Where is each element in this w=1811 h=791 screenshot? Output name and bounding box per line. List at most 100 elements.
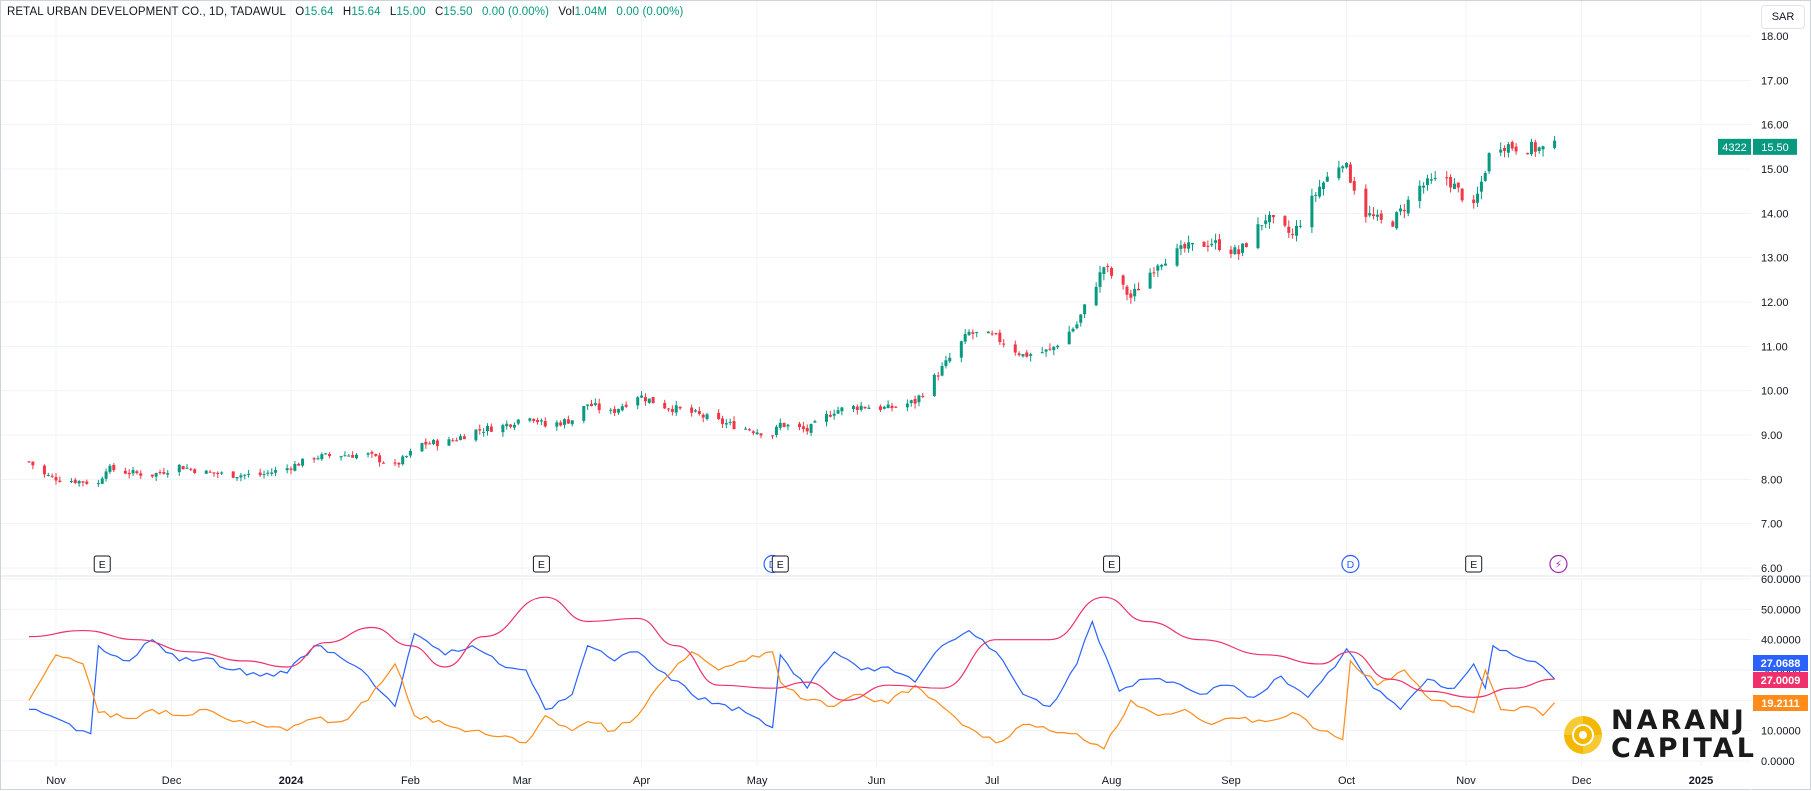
candle-body: [489, 426, 493, 432]
candle-body: [1368, 213, 1372, 216]
candle-body: [293, 463, 297, 471]
dividend-icon[interactable]: D: [1341, 554, 1360, 574]
candle-body: [405, 456, 409, 458]
candle-body: [512, 424, 516, 428]
candle-body: [1025, 352, 1029, 357]
candle-body: [289, 468, 293, 470]
time-tick-label: Sep: [1221, 775, 1241, 787]
candle-body: [1133, 288, 1137, 297]
candle-body: [905, 403, 909, 408]
countdown-tag-label: 4322: [1722, 142, 1746, 154]
candle-body: [728, 421, 732, 423]
candle-body: [1229, 249, 1233, 255]
candle-body: [181, 466, 185, 470]
dividend-marker-circle: [1341, 554, 1360, 574]
candle-body: [778, 422, 782, 428]
low-label: L: [389, 6, 397, 18]
earnings-icon[interactable]: E: [532, 555, 550, 573]
candle-body: [555, 422, 559, 427]
earnings-marker-box: [771, 555, 789, 573]
candle-body: [1514, 146, 1518, 152]
plus-di-value-tag: [1753, 655, 1808, 671]
candle-body: [940, 366, 944, 376]
earnings-icon[interactable]: E: [1103, 555, 1121, 573]
candle-body: [801, 426, 805, 430]
candle-body: [1002, 343, 1006, 345]
candle-body: [1287, 226, 1291, 233]
candle-body: [1379, 213, 1383, 220]
candle-body: [975, 332, 979, 334]
candle-body: [1337, 167, 1341, 179]
candle-body: [1499, 149, 1503, 153]
candle-body: [724, 423, 728, 425]
candle-body: [1202, 241, 1206, 247]
candle-body: [1040, 352, 1044, 354]
brand-line-1: NARANJ: [1611, 705, 1747, 736]
earnings-icon[interactable]: E: [1465, 555, 1483, 573]
symbol-name[interactable]: RETAL URBAN DEVELOPMENT CO., 1D, TADAWUL: [7, 6, 286, 18]
candle-body: [1314, 194, 1318, 196]
candle-body: [162, 471, 166, 474]
candle-body: [1013, 344, 1017, 353]
candle-body: [701, 414, 705, 418]
candle-body: [582, 406, 586, 421]
time-tick-label: Oct: [1338, 775, 1355, 787]
event-marker-label: E: [99, 559, 106, 571]
earnings-icon[interactable]: E: [771, 555, 789, 573]
candle-body: [455, 440, 459, 442]
candle-body: [859, 405, 863, 410]
event-marker-label: ⚡: [1555, 559, 1562, 571]
price-tick-label: 6.00: [1761, 563, 1782, 575]
candle-body: [805, 427, 809, 432]
candle-body: [1456, 182, 1460, 188]
candle-body: [1079, 314, 1083, 323]
split-icon[interactable]: ⚡: [1549, 554, 1568, 574]
candle-body: [732, 421, 736, 430]
candle-body: [971, 332, 975, 334]
candle-body: [1160, 264, 1164, 267]
candle-body: [1526, 152, 1530, 155]
low-value: 15.00: [396, 6, 426, 18]
candle-body: [809, 423, 813, 433]
candle-body: [694, 410, 698, 412]
candle-body: [328, 454, 332, 457]
last-price-tag-label: 15.50: [1761, 142, 1789, 154]
candle-body: [347, 455, 351, 457]
candle-body: [1529, 141, 1533, 155]
candle-body: [674, 405, 678, 413]
candle-body: [697, 410, 701, 414]
candle-body: [274, 470, 278, 473]
volume-value: 1.04M: [574, 6, 608, 18]
price-tick-label: 17.00: [1761, 75, 1789, 87]
candle-body: [104, 471, 108, 479]
candle-body: [1321, 182, 1325, 190]
candle-body: [798, 423, 802, 428]
earnings-icon[interactable]: E: [93, 555, 111, 573]
candle-body: [532, 418, 536, 421]
candle-body: [185, 467, 189, 469]
candle-body: [297, 463, 301, 466]
minus-di-value-label: 19.2111: [1761, 698, 1800, 710]
price-tick-label: 7.00: [1761, 519, 1782, 531]
candle-body: [270, 472, 274, 474]
candle-body: [832, 413, 836, 416]
candle-body: [1021, 354, 1025, 357]
candle-body: [127, 472, 131, 475]
candle-body: [343, 455, 347, 457]
candle-body: [1449, 176, 1453, 188]
candle-body: [131, 470, 135, 474]
candle-body: [1537, 147, 1541, 151]
candle-body: [381, 462, 385, 464]
candle-body: [840, 407, 844, 412]
candle-body: [1541, 146, 1545, 150]
split-marker-circle: [1549, 554, 1568, 574]
candle-body: [150, 474, 154, 477]
candle-body: [459, 436, 463, 440]
currency-button[interactable]: SAR: [1761, 5, 1805, 29]
candle-body: [1399, 208, 1403, 212]
candle-body: [1183, 243, 1187, 249]
candle-body: [986, 331, 990, 334]
candle-body: [316, 458, 320, 460]
